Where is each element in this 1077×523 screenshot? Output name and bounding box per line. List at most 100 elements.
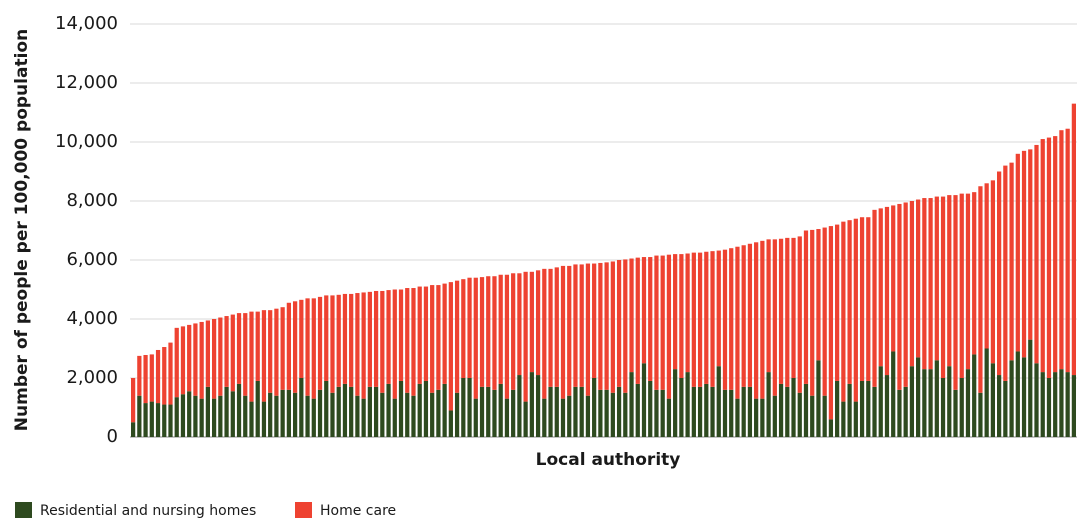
bar-segment xyxy=(324,295,329,381)
y-tick-label: 2,000 xyxy=(66,367,118,388)
bar-segment xyxy=(205,320,210,387)
bar-segment xyxy=(392,289,397,399)
bar-segment xyxy=(386,383,391,437)
bar-segment xyxy=(585,263,591,396)
bar-segment xyxy=(978,186,983,393)
bar-segment xyxy=(673,254,678,370)
bar-segment xyxy=(479,386,485,437)
bar-segment xyxy=(430,392,435,437)
bar-segment xyxy=(554,267,559,387)
bar-segment xyxy=(922,369,927,437)
bar-segment xyxy=(803,383,809,437)
bar-segment xyxy=(616,260,622,387)
bar-segment xyxy=(218,317,223,396)
bar-segment xyxy=(523,401,528,437)
bar-segment xyxy=(872,386,877,437)
bar-segment xyxy=(654,389,659,437)
bar-segment xyxy=(947,366,952,437)
bar-segment xyxy=(498,383,503,437)
bar-segment xyxy=(916,199,921,358)
bar-segment xyxy=(810,229,815,396)
bar-segment xyxy=(722,389,728,437)
bar-segment xyxy=(517,273,522,376)
bar-segment xyxy=(853,401,858,437)
bar-segment xyxy=(1065,128,1070,373)
bar-segment xyxy=(548,268,553,387)
bar-segment xyxy=(635,257,640,384)
bar-segment xyxy=(292,392,298,437)
bar-segment xyxy=(866,217,871,381)
bar-segment xyxy=(324,380,329,437)
bar-segment xyxy=(772,395,777,437)
bar-segment xyxy=(704,251,709,384)
bar-segment xyxy=(641,257,647,364)
bar-segment xyxy=(511,273,516,390)
bar-segment xyxy=(747,386,753,437)
bar-segment xyxy=(691,252,696,387)
y-axis-title: Number of people per 100,000 population xyxy=(12,29,32,431)
bar-segment xyxy=(766,372,771,437)
bar-segment xyxy=(211,319,217,399)
bar-segment xyxy=(990,180,996,364)
bar-segment xyxy=(542,398,547,437)
bar-segment xyxy=(1059,369,1064,437)
bar-segment xyxy=(504,274,510,399)
bar-segment xyxy=(760,240,765,399)
bar-segment xyxy=(716,366,721,437)
bar-segment xyxy=(897,389,902,437)
bar-segment xyxy=(697,252,703,387)
bar-segment xyxy=(891,205,896,352)
bar-segment xyxy=(174,397,179,437)
bar-segment xyxy=(386,290,391,384)
bar-segment xyxy=(797,236,802,393)
bar-segment xyxy=(928,198,933,370)
bar-segment xyxy=(236,313,242,384)
bar-segment xyxy=(417,383,422,437)
bar-segment xyxy=(909,366,915,437)
bar-segment xyxy=(884,375,890,437)
bar-segment xyxy=(398,380,404,437)
bar-segment xyxy=(255,380,260,437)
bar-segment xyxy=(735,398,740,437)
bar-segment xyxy=(791,237,796,378)
bar-segment xyxy=(405,392,410,437)
bar-segment xyxy=(841,401,846,437)
bar-segment xyxy=(436,285,441,390)
bar-segment xyxy=(997,171,1002,376)
bar-segment xyxy=(1053,136,1058,373)
bar-segment xyxy=(467,277,472,378)
bar-segment xyxy=(1021,357,1027,437)
bar-segment xyxy=(866,380,871,437)
bar-segment xyxy=(691,386,696,437)
bar-segment xyxy=(411,395,416,437)
bar-segment xyxy=(187,391,192,437)
bar-segment xyxy=(467,378,472,437)
x-axis-title: Local authority xyxy=(536,450,681,470)
bar-segment xyxy=(535,270,541,376)
bar-segment xyxy=(230,391,235,437)
bar-segment xyxy=(1015,351,1020,437)
bar-segment xyxy=(143,403,148,437)
bar-segment xyxy=(803,230,809,384)
bar-segment xyxy=(535,375,541,437)
bar-segment xyxy=(859,217,865,381)
bar-segment xyxy=(1003,380,1008,437)
bar-segment xyxy=(554,386,559,437)
bar-segment xyxy=(903,386,908,437)
bar-segment xyxy=(193,323,198,396)
bar-segment xyxy=(286,302,291,390)
bar-segment xyxy=(847,220,852,384)
bar-segment xyxy=(355,293,360,396)
bar-segment xyxy=(760,398,765,437)
bar-segment xyxy=(666,254,672,399)
bar-segment xyxy=(841,221,846,402)
bar-segment xyxy=(704,383,709,437)
bar-segment xyxy=(155,403,161,437)
y-tick-label: 4,000 xyxy=(66,308,118,329)
bar-segment xyxy=(249,311,254,402)
bar-segment xyxy=(180,326,186,395)
legend-swatch xyxy=(295,502,312,518)
bar-segment xyxy=(797,392,802,437)
bar-segment xyxy=(236,383,242,437)
bar-segment xyxy=(791,378,796,437)
